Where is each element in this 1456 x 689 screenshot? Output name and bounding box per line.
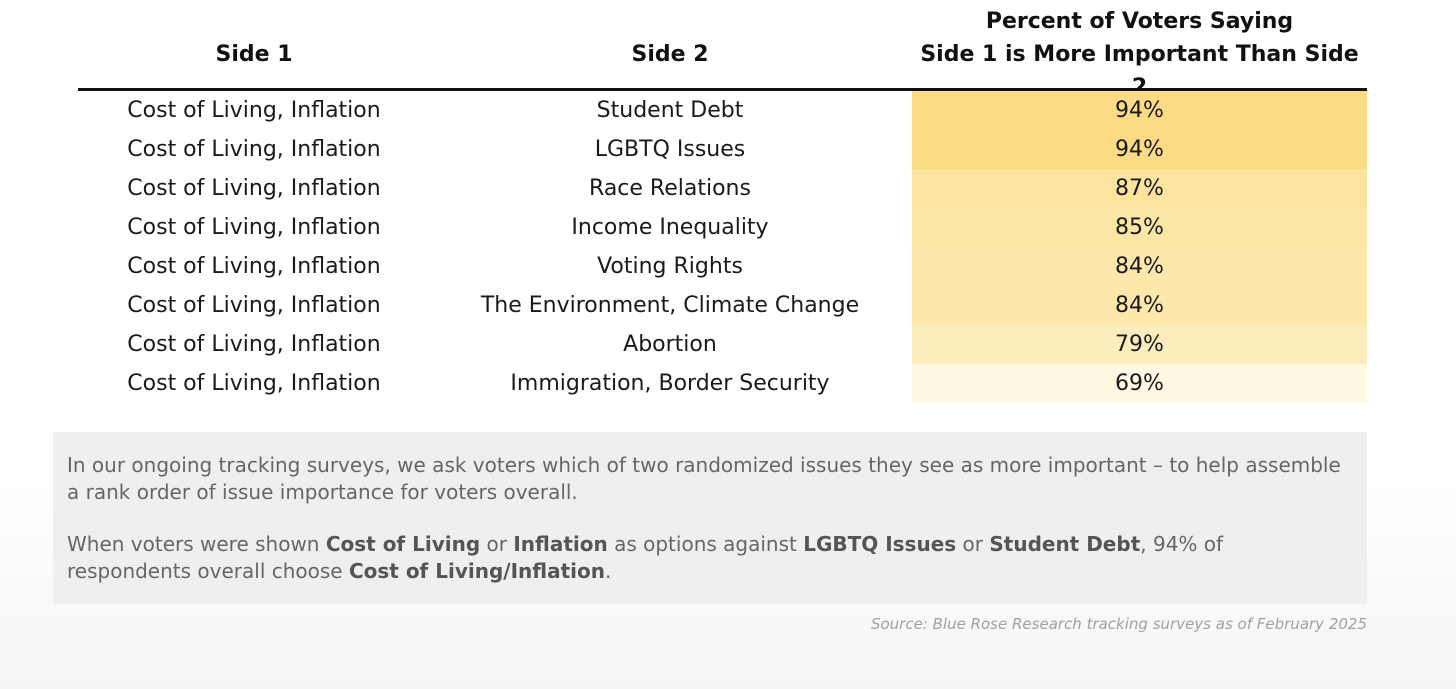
cell-percent: 85%	[912, 208, 1367, 247]
cell-percent: 87%	[912, 169, 1367, 208]
cell-side2: Income Inequality	[571, 215, 769, 240]
cell-side1: Cost of Living, Inflation	[127, 293, 381, 318]
cell-side2: Voting Rights	[597, 254, 743, 279]
header-side2: Side 2	[631, 41, 709, 67]
cell-percent: 84%	[912, 247, 1367, 286]
cell-side2: LGBTQ Issues	[594, 137, 746, 162]
cell-percent: 69%	[912, 364, 1367, 403]
table-row: Cost of Living, Inflation Income Inequali…	[78, 208, 1367, 247]
cell-side1: Cost of Living, Inflation	[127, 98, 381, 123]
table-body: Cost of Living, Inflation Student Debt 94%…	[78, 91, 1367, 403]
table-header: Side 1 Side 2 Percent of Voters Saying S…	[78, 9, 1367, 100]
cell-side1: Cost of Living, Inflation	[127, 215, 381, 240]
cell-side2: Immigration, Border Security	[510, 371, 830, 396]
cell-side2: Race Relations	[589, 176, 751, 201]
explanation-paragraph-2: When voters were shown Cost of Living or…	[67, 532, 1224, 583]
explanation-box: In our ongoing tracking surveys, we ask …	[53, 432, 1367, 604]
explanation-paragraph-1: In our ongoing tracking surveys, we ask …	[67, 453, 1341, 504]
cell-percent: 94%	[912, 91, 1367, 130]
issue-comparison-table: Side 1 Side 2 Percent of Voters Saying S…	[78, 9, 1367, 403]
table-row: Cost of Living, Inflation The Environment…	[78, 286, 1367, 325]
table-row: Cost of Living, Inflation LGBTQ Issues 94%	[78, 130, 1367, 169]
table-row: Cost of Living, Inflation Race Relations 8…	[78, 169, 1367, 208]
cell-side1: Cost of Living, Inflation	[127, 176, 381, 201]
header-side1: Side 1	[215, 41, 293, 67]
table-row: Cost of Living, Inflation Student Debt 94%	[78, 91, 1367, 130]
source-note: Source: Blue Rose Research tracking surv…	[870, 615, 1367, 633]
header-rule	[78, 88, 1367, 91]
cell-side1: Cost of Living, Inflation	[127, 254, 381, 279]
cell-side2: Student Debt	[596, 98, 744, 123]
cell-side1: Cost of Living, Inflation	[127, 371, 381, 396]
cell-side1: Cost of Living, Inflation	[127, 332, 381, 357]
header-percent: Percent of Voters Saying Side 1 is More …	[912, 9, 1367, 100]
cell-side1: Cost of Living, Inflation	[127, 137, 381, 162]
header-percent-line1: Percent of Voters Saying	[985, 8, 1294, 34]
table-row: Cost of Living, Inflation Voting Rights 84…	[78, 247, 1367, 286]
cell-percent: 79%	[912, 325, 1367, 364]
cell-percent: 94%	[912, 130, 1367, 169]
table-row: Cost of Living, Inflation Abortion 79%	[78, 325, 1367, 364]
cell-side2: The Environment, Climate Change	[480, 293, 860, 318]
table-row: Cost of Living, Inflation Immigration, Bo…	[78, 364, 1367, 403]
cell-percent: 84%	[912, 286, 1367, 325]
cell-side2: Abortion	[623, 332, 717, 357]
